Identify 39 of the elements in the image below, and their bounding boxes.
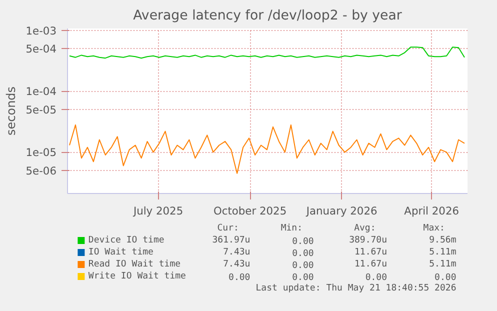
y-tick-label: 1e-04 (26, 85, 57, 98)
text: 389.70u (349, 236, 388, 246)
text: 0.00 (292, 237, 314, 247)
y-tick-label: 5e-04 (26, 42, 57, 56)
text: 7.43u (223, 260, 250, 270)
text: Last update: Thu May 21 18:40:55 2026 (256, 284, 456, 294)
x-tick-label: April 2026 (404, 204, 460, 218)
text: 0.00 (292, 249, 314, 259)
legend-label: Device IO time (88, 236, 164, 246)
text: 11.67u (354, 260, 388, 270)
y-tick-label: 5e-06 (26, 164, 57, 178)
chart-title: Average latency for /dev/loop2 - by year (133, 8, 402, 24)
x-tick-label: October 2025 (213, 204, 287, 218)
text: 361.97u (212, 236, 250, 246)
text: Cur: (217, 224, 239, 234)
text: 0.00 (292, 261, 314, 271)
x-tick-label: July 2025 (132, 204, 184, 218)
text: 5.11m (429, 260, 456, 270)
legend-label: IO Wait time (88, 248, 154, 258)
text: 11.67u (354, 248, 388, 258)
text: Min: (280, 224, 303, 234)
text: 0.00 (365, 273, 388, 283)
text: 7.43u (223, 248, 250, 258)
y-tick-label: 1e-03 (26, 24, 57, 38)
text: 0.00 (228, 273, 250, 283)
line-series (68, 124, 466, 174)
text: 0.00 (434, 273, 456, 283)
text: Avg: (354, 224, 376, 234)
x-tick-label: January 2026 (305, 204, 378, 218)
line-series (68, 46, 466, 59)
text: 0.00 (292, 273, 314, 283)
text: 9.56m (429, 236, 456, 246)
text: 5.11m (429, 248, 456, 258)
legend-label: Write IO Wait time (88, 272, 186, 282)
y-tick-label: 5e-05 (26, 104, 57, 117)
text: Max: (423, 224, 445, 234)
legend-label: Read IO Wait time (88, 260, 181, 270)
y-tick-label: 1e-05 (26, 146, 57, 160)
y-axis-title: seconds (4, 86, 18, 136)
